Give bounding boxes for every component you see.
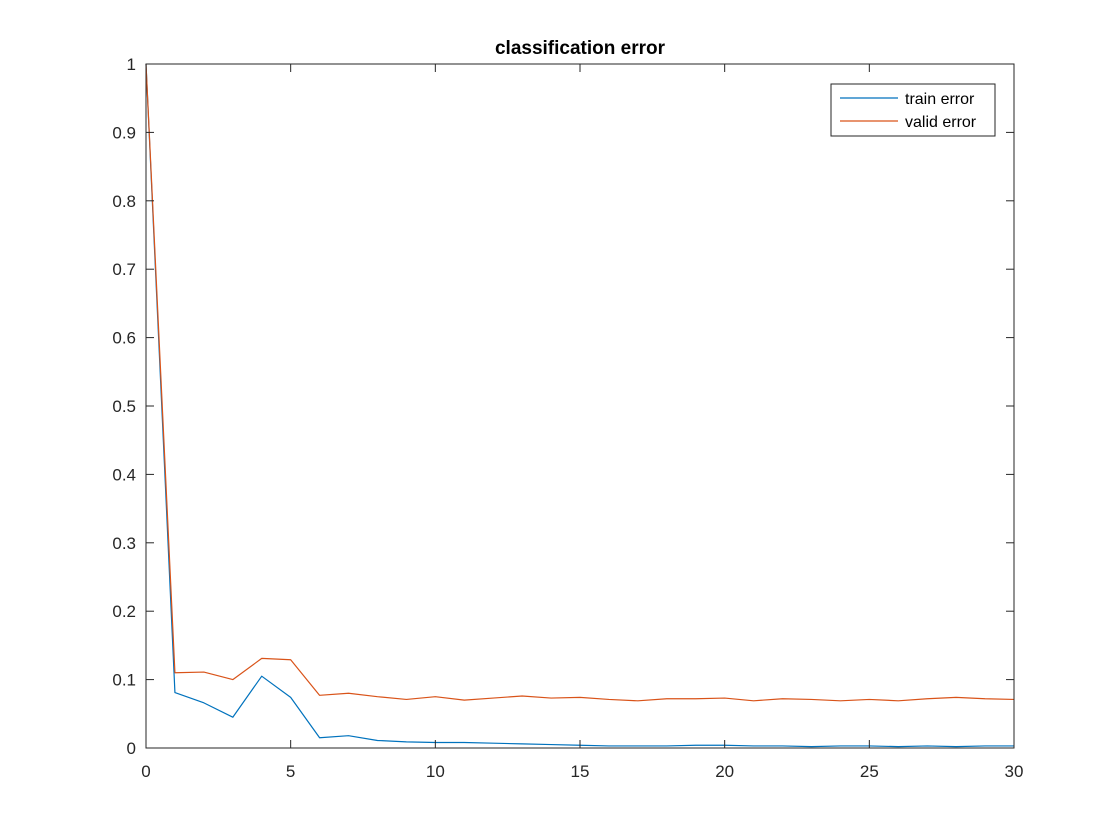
legend-label-valid-error: valid error: [905, 114, 977, 131]
legend-label-train-error: train error: [905, 91, 975, 108]
x-tick-label: 5: [286, 762, 295, 781]
x-tick-label: 15: [571, 762, 590, 781]
ticks-layer: 0 5 10 15 20 25 30 0 0.1 0.2 0.3 0.4 0.5 0.6 0.7 0.8 0.9…: [112, 55, 1023, 781]
x-tick-label: 30: [1005, 762, 1024, 781]
legend-box: [830, 83, 996, 137]
y-tick-label: 0.4: [112, 465, 136, 484]
y-tick-label: 1: [127, 55, 136, 74]
y-tick-label: 0.1: [112, 671, 136, 690]
x-tick-label: 25: [860, 762, 879, 781]
y-tick-label: 0.6: [112, 329, 136, 348]
legend[interactable]: train error valid error: [830, 83, 996, 137]
x-tick-label: 10: [426, 762, 445, 781]
x-tick-label: 0: [141, 762, 150, 781]
series-line-valid-error: [145, 63, 1015, 702]
y-tick-label: 0.5: [112, 397, 136, 416]
y-tick-label: 0: [127, 739, 136, 758]
y-tick-label: 0.9: [112, 123, 136, 142]
y-tick-label: 0.7: [112, 260, 136, 279]
y-tick-label: 0.8: [112, 192, 136, 211]
y-tick-label: 0.2: [112, 602, 136, 621]
chart-title: classification error: [495, 38, 666, 59]
plot-area: [146, 64, 1014, 748]
x-tick-label: 20: [715, 762, 734, 781]
y-tick-label: 0.3: [112, 534, 136, 553]
